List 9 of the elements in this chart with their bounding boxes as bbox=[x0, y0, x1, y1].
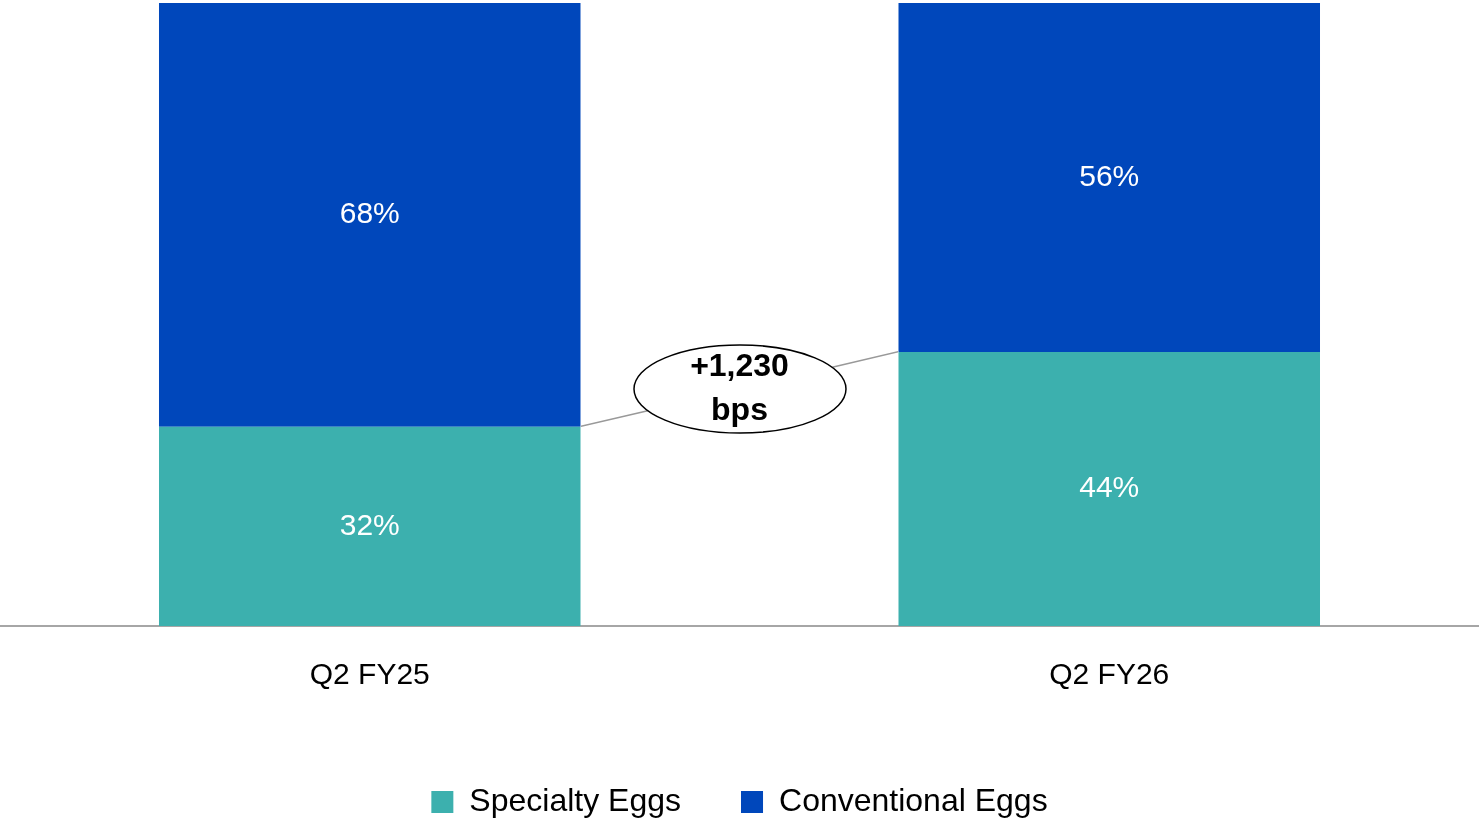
data-label: 44% bbox=[1079, 470, 1140, 504]
legend-label: Conventional Eggs bbox=[779, 781, 1048, 818]
data-label: 56% bbox=[1079, 158, 1140, 192]
x-tick-label: Q2 FY25 bbox=[309, 657, 430, 691]
data-label: 32% bbox=[339, 507, 400, 541]
data-label: 68% bbox=[339, 196, 400, 230]
annotation: +1,230 bps bbox=[690, 347, 789, 428]
x-tick-label: Q2 FY26 bbox=[1049, 657, 1170, 691]
legend-label: Specialty Eggs bbox=[469, 781, 682, 818]
